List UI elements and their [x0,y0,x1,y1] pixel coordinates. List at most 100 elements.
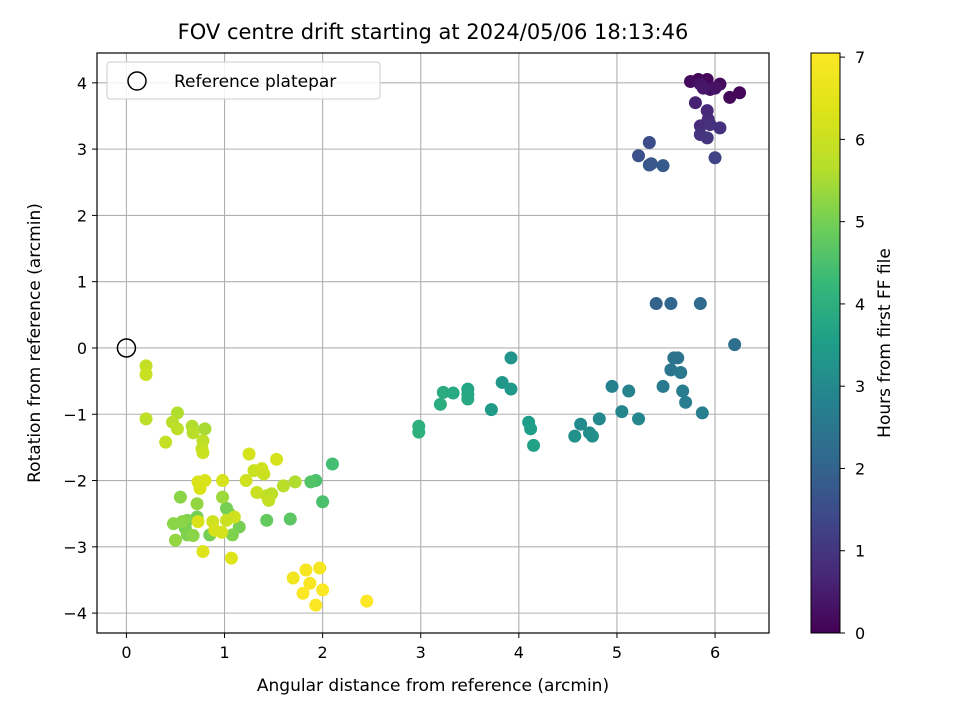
data-point [656,379,670,393]
colorbar-tick-label: 2 [855,459,865,478]
data-point [159,435,173,449]
data-point [296,586,310,600]
y-axis-label: Rotation from reference (arcmin) [25,203,45,483]
data-point [642,158,656,172]
legend-label: Reference platepar [174,72,336,92]
data-point [484,403,498,417]
legend-open-circle-icon [127,71,147,91]
data-point [632,149,646,163]
y-axis-ticks: −4 −3 −2 −1 0 1 2 3 4 [63,74,97,623]
data-point [696,81,710,95]
data-point [316,583,330,597]
data-point [270,452,284,466]
data-point [684,75,698,89]
colorbar-tick-label: 0 [855,624,865,643]
data-point [216,490,230,504]
data-point [446,386,460,400]
data-point [615,405,629,419]
grid [97,53,769,633]
reference-platepar-marker [116,338,137,358]
data-point [723,90,737,104]
colorbar-tick-label: 4 [855,295,865,314]
data-point [286,571,300,585]
data-point [688,96,702,110]
data-point [436,385,450,399]
y-tick-label: −1 [63,405,87,424]
data-point [360,594,374,608]
data-point [671,351,685,365]
data-point [276,479,290,493]
y-tick-label: 4 [77,74,87,93]
colorbar-label: Hours from first FF file [875,248,895,438]
data-point [186,529,200,543]
data-point [219,501,233,515]
data-point [198,422,212,436]
data-point [313,561,327,575]
x-tick-label: 0 [121,643,131,662]
data-point [196,544,210,558]
colorbar-tick-label: 7 [855,48,865,67]
colorbar-tick-label: 5 [855,213,865,232]
data-point [242,447,256,461]
x-tick-label: 1 [219,643,229,662]
data-point [216,474,230,488]
data-point [309,598,323,612]
data-point [703,118,717,132]
data-point [262,493,276,507]
data-point [504,351,518,365]
data-point [733,86,747,100]
data-point [605,379,619,393]
x-tick-label: 5 [612,643,622,662]
y-tick-label: 3 [77,140,87,159]
x-tick-label: 6 [710,643,720,662]
data-point [283,512,297,526]
data-point [139,412,153,426]
data-point [574,417,588,431]
data-point [693,297,707,311]
data-point [412,425,426,439]
legend-box [106,61,381,100]
y-tick-label: −2 [63,472,87,491]
data-point [167,517,181,531]
colorbar-ticks: 0 1 2 3 4 5 6 7 [840,48,865,643]
data-point [225,528,239,542]
legend: Reference platepar [106,61,381,100]
data-point [708,151,722,165]
data-point [568,429,582,443]
data-point [299,563,313,577]
x-axis-ticks: 0 1 2 3 4 5 6 [121,633,720,662]
data-point [622,384,636,398]
data-point [316,495,330,509]
data-point [239,474,253,488]
data-point [585,429,599,443]
data-point [139,367,153,381]
data-point [303,576,317,590]
y-tick-label: 1 [77,273,87,292]
colorbar-tick-label: 1 [855,542,865,561]
data-point [257,467,271,481]
x-tick-label: 2 [318,643,328,662]
data-point [728,338,742,352]
data-point [168,533,182,547]
data-point [260,513,274,527]
colorbar [810,52,841,634]
data-point [461,392,475,406]
data-point [250,485,264,499]
data-point [676,384,690,398]
y-tick-label: −3 [63,538,87,557]
data-point [656,159,670,173]
data-point [495,375,509,389]
data-point [325,457,339,471]
data-point [713,121,727,135]
data-point [170,422,184,436]
data-point [674,365,688,379]
plot-frame [96,52,770,634]
y-tick-label: −4 [63,604,87,623]
colorbar-tick-label: 3 [855,377,865,396]
data-point [304,475,318,489]
data-point [191,515,205,529]
data-point [527,438,541,452]
data-point [219,513,233,527]
